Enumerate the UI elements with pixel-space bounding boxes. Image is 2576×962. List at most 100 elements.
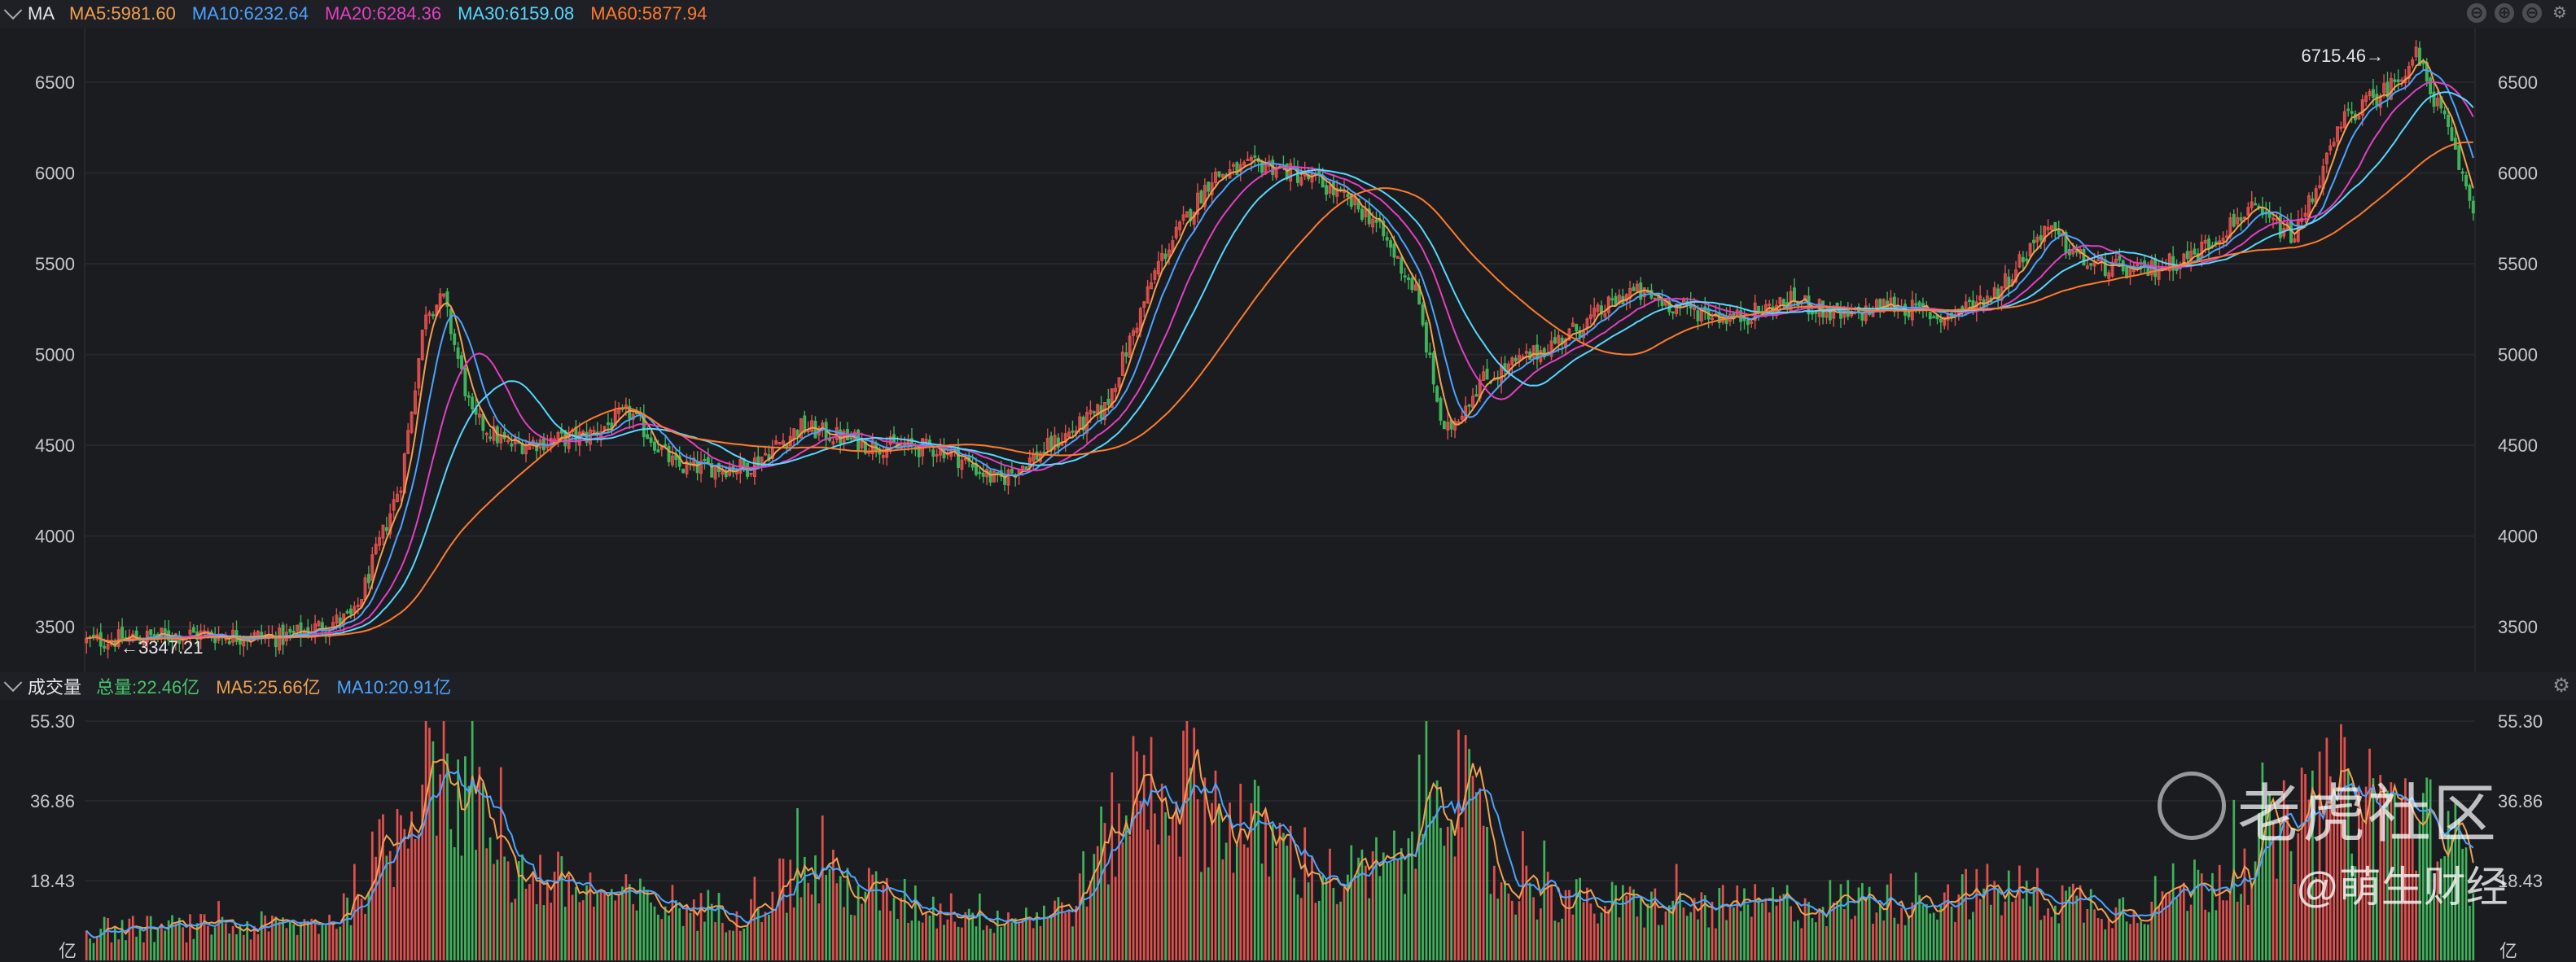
volume-bar (1432, 816, 1435, 960)
candle-body (2239, 216, 2243, 221)
volume-bar (660, 919, 664, 960)
volume-bar (1978, 899, 1982, 960)
candle-body (778, 441, 782, 444)
volume-bar (2254, 861, 2257, 960)
volume-bar (1575, 879, 1578, 960)
candle-body (1185, 211, 1189, 218)
volume-bar (774, 909, 778, 960)
volume-bar (2289, 850, 2293, 960)
volume-bar (1697, 919, 1699, 960)
volume-bar (1514, 914, 1518, 960)
volume-bar (1417, 754, 1421, 960)
price-tick-label-right: 6000 (2498, 163, 2538, 183)
indicator-name[interactable]: MA (28, 3, 55, 24)
volume-bar (1664, 911, 1667, 960)
candle-body (2421, 62, 2425, 64)
candle-body (677, 455, 681, 467)
volume-bar (1807, 902, 1810, 960)
volume-bar (2132, 911, 2136, 960)
candle-body (2107, 272, 2111, 279)
volume-bar (167, 920, 170, 960)
candle-body (1542, 348, 1546, 358)
volume-bar (2018, 865, 2021, 960)
volume-bar (1307, 882, 1310, 960)
candle-body (463, 367, 467, 396)
volume-bar (1557, 922, 1560, 960)
volume-bar (1103, 823, 1106, 960)
volume-bar (1996, 888, 2000, 960)
candle-body (1120, 352, 1124, 376)
volume-bar (2061, 885, 2064, 960)
volume-bar (1185, 721, 1189, 960)
volume-bar (839, 876, 842, 960)
candle-body (806, 430, 810, 433)
volume-bar (1250, 802, 1253, 960)
volume-bar (1196, 799, 1199, 960)
candle-body (2460, 171, 2464, 174)
volume-bar (710, 903, 713, 960)
candle-body (1671, 311, 1675, 314)
volume-bar (810, 894, 813, 960)
candle-body (145, 630, 149, 643)
volume-bar (1914, 872, 1917, 960)
candle-body (2136, 264, 2140, 267)
volume-bar (1303, 827, 1307, 960)
volume-bar (485, 848, 488, 960)
candle-body (1081, 416, 1085, 431)
candle-body (1382, 221, 1386, 237)
candle-body (1675, 303, 1679, 314)
candle-body (1335, 188, 1339, 197)
volume-bar (553, 872, 556, 960)
volume-bar (1625, 895, 1628, 960)
volume-bar (1661, 925, 1663, 960)
candle-body (2414, 46, 2418, 58)
volume-bar (446, 753, 449, 960)
candle-body (335, 614, 339, 624)
volume-bar (2261, 762, 2264, 960)
volume-bar (961, 927, 963, 960)
candle-body (1524, 351, 1528, 354)
candle-body (2293, 238, 2297, 243)
candle-body (1174, 226, 1178, 238)
volume-bar (1347, 874, 1349, 960)
candle-body (1442, 421, 1446, 430)
gear-icon[interactable]: ⚙ (2552, 675, 2570, 697)
candle-body (667, 446, 671, 463)
volume-bar (943, 925, 945, 960)
candle-body (2046, 226, 2050, 230)
candle-body (888, 436, 892, 445)
volume-bar (1614, 885, 1617, 960)
volume-bar (800, 897, 803, 960)
volume-bar (2186, 911, 2189, 960)
volume-bar (892, 898, 896, 960)
candle-body (1403, 275, 1407, 278)
candle-body (2185, 251, 2189, 260)
candle-body (685, 461, 689, 474)
volume-bar (182, 927, 185, 960)
volume-bar (1389, 862, 1392, 960)
volume-bar (1768, 912, 1771, 960)
gear-icon[interactable]: ⚙ (2552, 4, 2567, 22)
candle-body (2017, 254, 2022, 268)
volume-bar (1904, 925, 1907, 960)
zoom-out-icon[interactable]: ⊖ (2467, 3, 2486, 23)
volume-bar (1260, 864, 1264, 960)
volume-bar (1818, 907, 1821, 960)
volume-bar (728, 929, 731, 960)
volume-bar (843, 907, 845, 960)
volume-bar (1286, 846, 1289, 960)
volume-bar (1464, 735, 1467, 960)
volume-bar (1082, 850, 1084, 960)
volume-bar (882, 885, 885, 960)
volume-bar (1182, 730, 1185, 960)
volume-bar (992, 933, 996, 960)
volume-bar (1754, 884, 1757, 960)
volume-bar (786, 912, 788, 960)
candle-body (410, 411, 414, 433)
volume-bar (1025, 907, 1027, 960)
zoom-in-icon[interactable]: ⊕ (2495, 3, 2514, 23)
volume-bar (2232, 799, 2236, 960)
candle-body (2275, 218, 2279, 221)
collapse-icon[interactable]: ⊖ (2522, 3, 2542, 23)
